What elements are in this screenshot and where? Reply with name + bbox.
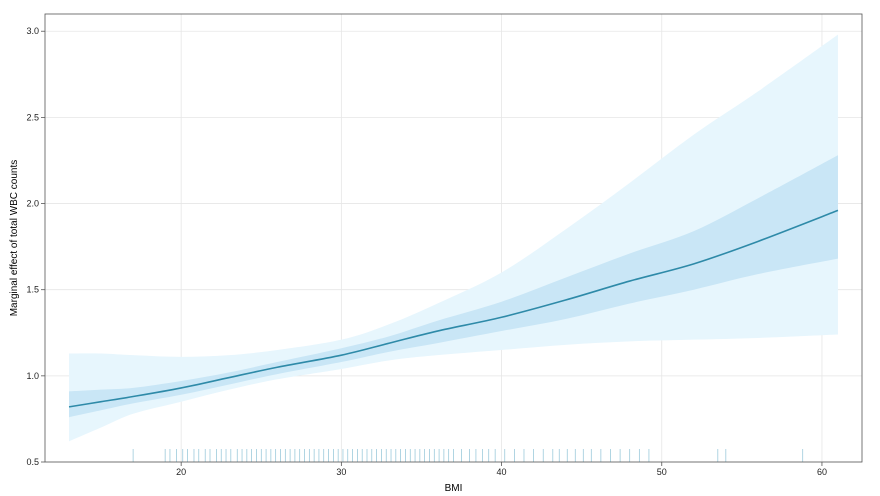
- outer-confidence-band: [69, 34, 838, 442]
- x-tick-label: 60: [817, 467, 827, 477]
- y-tick-label: 2.0: [26, 199, 39, 209]
- rug-marks: [132, 449, 804, 462]
- x-tick-label: 40: [497, 467, 507, 477]
- y-tick-label: 3.0: [26, 26, 39, 36]
- y-tick-label: 0.5: [26, 457, 39, 467]
- x-axis-title: BMI: [445, 483, 463, 494]
- x-tick-label: 50: [657, 467, 667, 477]
- inner-confidence-band: [69, 155, 838, 418]
- y-tick-label: 2.5: [26, 112, 39, 122]
- x-tick-label: 20: [176, 467, 186, 477]
- y-tick-label: 1.0: [26, 371, 39, 381]
- y-axis: 0.5 1.0 1.5 2.0 2.5 3.0: [26, 26, 45, 467]
- x-tick-label: 30: [336, 467, 346, 477]
- estimate-line: [68, 209, 839, 408]
- y-tick-label: 1.5: [26, 285, 39, 295]
- y-axis-title: Marginal effect of total WBC counts: [9, 160, 20, 317]
- x-axis: 20 30 40 50 60: [176, 462, 827, 477]
- plot-frame: [44, 13, 863, 463]
